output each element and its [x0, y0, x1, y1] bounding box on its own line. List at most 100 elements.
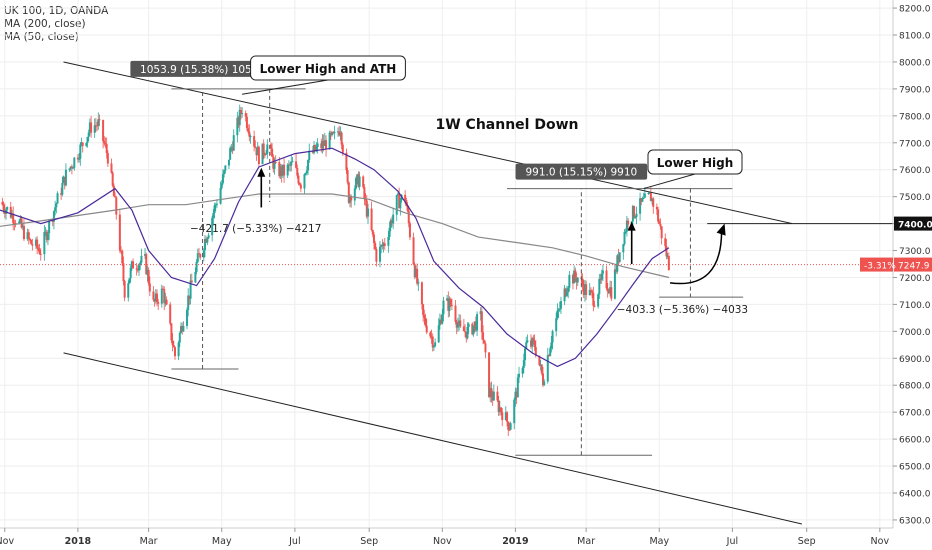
candle-body [130, 261, 133, 268]
y-tick-label: 7600.0 [899, 166, 931, 176]
ma50-line [0, 147, 670, 368]
last-price-badge-text: 7247.9 [898, 262, 930, 272]
candle-body [248, 131, 251, 137]
measure-badge-bg [130, 60, 275, 77]
candle-body [442, 300, 445, 315]
candle-body [63, 176, 66, 186]
candle-body [132, 261, 135, 269]
candle-body [51, 220, 54, 222]
candle-body [262, 143, 265, 155]
candle-body [347, 182, 350, 203]
callout-text: Lower High [657, 156, 734, 170]
candle-body [479, 311, 482, 315]
candle-body [54, 207, 57, 212]
candle-body [313, 145, 316, 153]
x-tick-label: May [649, 536, 669, 547]
candle-body [414, 268, 417, 278]
candle-body [106, 153, 109, 164]
candle-body [244, 113, 247, 117]
level-badge-text: 7400.0 [898, 221, 932, 231]
candle-body [43, 231, 46, 255]
candle-body [458, 320, 461, 325]
candle-body [504, 412, 507, 421]
candle-body [539, 364, 542, 366]
candle-body [19, 218, 22, 222]
candle-body [591, 290, 594, 293]
candle-body [144, 254, 147, 256]
x-tick-label: Nov [871, 536, 890, 547]
x-tick-label: Sep [798, 536, 816, 547]
candle-body [87, 132, 90, 138]
candle-body [366, 208, 369, 217]
candle-body [152, 291, 155, 300]
candle-body [112, 185, 115, 197]
candle-body [525, 342, 528, 349]
callout-box [250, 55, 406, 81]
candle-body [534, 346, 537, 356]
candle-body [315, 147, 318, 151]
candle-body [286, 164, 289, 176]
candle-body [664, 238, 667, 247]
candle-body [197, 253, 200, 255]
candle-body [585, 284, 588, 296]
y-tick-label: 8200.0 [899, 5, 931, 15]
candle-body [311, 150, 314, 153]
candle-body [182, 325, 185, 332]
candle-body [129, 267, 132, 279]
change-badge-text: -3.31% [864, 262, 896, 272]
candle-body [190, 280, 193, 283]
candle-body [98, 119, 101, 121]
candle-body [490, 388, 493, 397]
y-tick-label: 7200.0 [899, 274, 931, 284]
candle-body [355, 178, 358, 189]
candle-body [263, 154, 266, 156]
candle-body [178, 332, 181, 343]
candle-body [283, 164, 286, 176]
candle-body [203, 238, 206, 251]
y-tick-label: 7300.0 [899, 247, 931, 257]
candle-body [465, 331, 468, 339]
candle-body [199, 254, 202, 258]
candle-body [518, 373, 521, 378]
candle-body [274, 162, 277, 164]
candle-body [295, 161, 298, 168]
candle-body [522, 360, 525, 368]
candle-body [660, 226, 663, 239]
measure-down-label: −421.7 (−5.33%) −4217 [190, 223, 321, 235]
candle-body [185, 309, 188, 326]
candle-body [666, 255, 669, 257]
candle-body [188, 295, 191, 299]
candle-body [491, 396, 494, 401]
candle-body [606, 288, 609, 292]
candle-body [515, 391, 518, 398]
candle-body [139, 262, 142, 266]
candle-body [257, 146, 260, 165]
candle-body [473, 321, 476, 326]
candle-body [230, 147, 233, 149]
y-tick-label: 6800.0 [899, 382, 931, 392]
candle-body [76, 157, 79, 160]
candle-body [338, 131, 341, 136]
candle-body [456, 324, 459, 328]
candle-body [408, 223, 411, 238]
candle-body [44, 231, 47, 233]
candle-body [215, 203, 218, 205]
candle-body [14, 223, 17, 225]
candle-body [447, 298, 450, 311]
candle-body [588, 289, 591, 296]
candle-body [546, 355, 549, 382]
candle-body [223, 170, 226, 175]
candle-body [72, 167, 75, 169]
candle-body [307, 159, 310, 171]
candle-body [187, 295, 190, 310]
candle-body [165, 299, 168, 305]
candle-body [247, 128, 250, 132]
candle-body [115, 197, 118, 215]
candle-body [245, 116, 248, 129]
candle-body [497, 400, 500, 412]
candle-body [514, 391, 517, 400]
candle-body [332, 132, 335, 134]
candle-body [174, 347, 177, 357]
candle-body [647, 193, 650, 195]
